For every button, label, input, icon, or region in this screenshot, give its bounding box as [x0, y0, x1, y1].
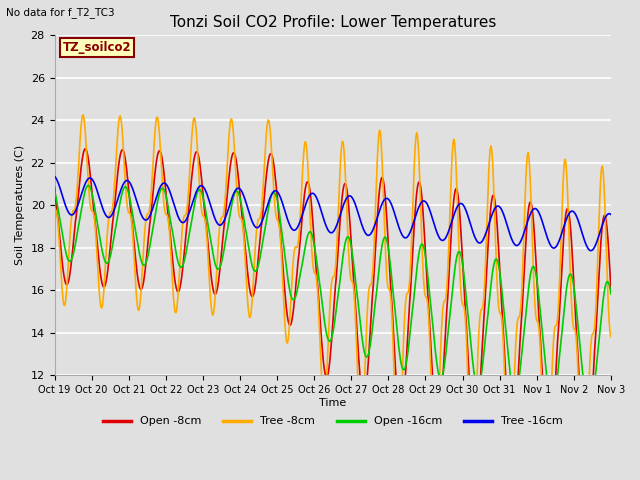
- X-axis label: Time: Time: [319, 398, 346, 408]
- Title: Tonzi Soil CO2 Profile: Lower Temperatures: Tonzi Soil CO2 Profile: Lower Temperatur…: [170, 15, 496, 30]
- Text: No data for f_T2_TC3: No data for f_T2_TC3: [6, 7, 115, 18]
- Legend: Open -8cm, Tree -8cm, Open -16cm, Tree -16cm: Open -8cm, Tree -8cm, Open -16cm, Tree -…: [99, 412, 567, 431]
- Text: TZ_soilco2: TZ_soilco2: [63, 41, 131, 54]
- Y-axis label: Soil Temperatures (C): Soil Temperatures (C): [15, 145, 25, 265]
